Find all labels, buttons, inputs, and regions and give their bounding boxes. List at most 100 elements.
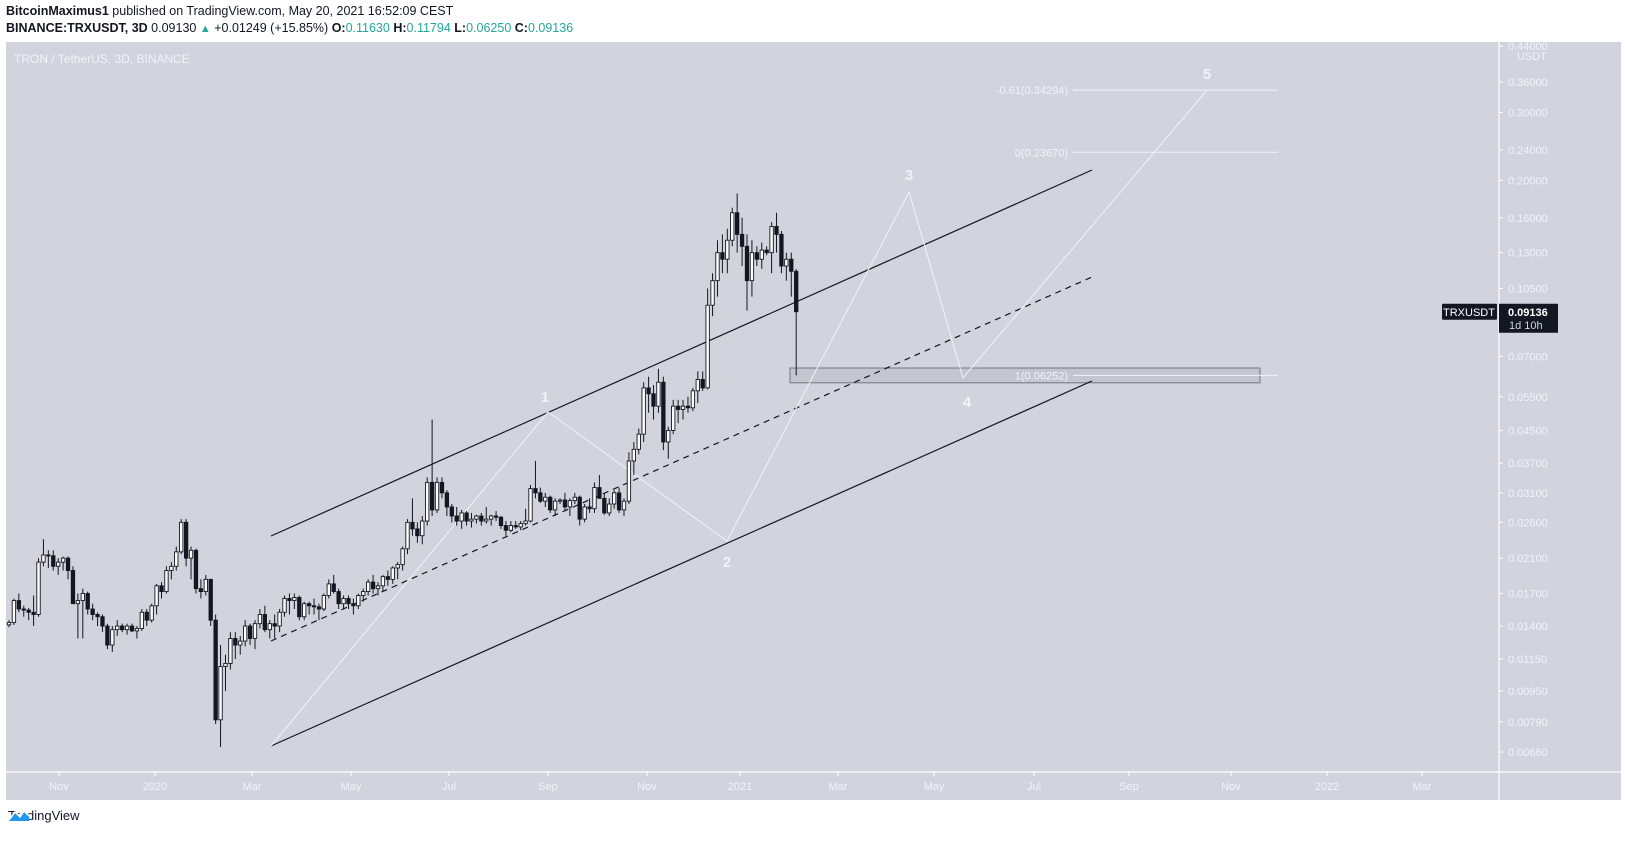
price-tick-label: 0.16000 <box>1508 213 1548 225</box>
author-name[interactable]: BitcoinMaximus1 <box>6 4 109 18</box>
time-tick-label: Nov <box>637 781 657 793</box>
candle-down <box>548 496 553 511</box>
fib-level-label: 0(0.23670) <box>1015 147 1068 159</box>
candle-up <box>110 629 115 646</box>
candle-up <box>292 597 297 602</box>
chart-title: TRON / TetherUS, 3D, BINANCE <box>14 52 190 66</box>
candle-down <box>794 270 799 313</box>
candle-up <box>425 481 430 522</box>
candle-up <box>277 611 282 627</box>
candle-up <box>759 249 764 260</box>
candle-down <box>346 598 351 605</box>
time-tick-label: Jul <box>1027 781 1041 793</box>
price-tick-label: 0.30000 <box>1508 108 1548 120</box>
up-triangle-icon: ▲ <box>199 23 211 35</box>
price-tick-label: 0.02100 <box>1508 553 1548 565</box>
high-label: H: <box>393 21 407 35</box>
candle-down <box>316 606 322 610</box>
candle-up <box>257 614 263 625</box>
high-value: 0.11794 <box>406 21 451 35</box>
candlestick-chart[interactable]: 0.44000 0.36000 0.30000 0.24000 0.20000 0.160… <box>6 42 1621 800</box>
channel-upper-line[interactable] <box>270 169 1093 537</box>
symbol-tag-label: TRXUSDT <box>1443 307 1495 319</box>
candle-down <box>754 252 759 260</box>
candle-up <box>592 487 597 510</box>
candle-down <box>562 499 568 508</box>
candle-up <box>730 212 735 241</box>
price-tick-label: 0.00790 <box>1508 717 1548 729</box>
candle-up <box>267 623 272 631</box>
candle-up <box>749 252 755 282</box>
price-tick-label: 0.03700 <box>1508 458 1548 470</box>
last-price-tag <box>1499 303 1558 333</box>
price-tick-label: 0.10500 <box>1508 283 1548 295</box>
candle-down <box>262 614 267 631</box>
wave-label-1: 1 <box>541 389 549 406</box>
candle-down <box>233 638 238 646</box>
candle-down <box>385 576 390 580</box>
elliott-wave-path[interactable] <box>270 89 1208 747</box>
candle-up <box>375 585 381 590</box>
candle-up <box>582 506 587 520</box>
candle-down <box>213 619 218 721</box>
candle-up <box>361 591 366 596</box>
price-tick-label: 0.03100 <box>1508 488 1548 500</box>
candle-down <box>351 603 356 607</box>
candle-down <box>493 515 499 518</box>
currency-label: USDT <box>1517 51 1547 63</box>
candle-up <box>695 378 700 392</box>
candle-up <box>228 638 233 664</box>
candle-down <box>85 593 90 610</box>
low-label: L: <box>454 21 467 35</box>
candle-up <box>179 521 184 553</box>
fib-level-label: -0.61(0.34294) <box>996 85 1068 97</box>
channel-middle-line[interactable] <box>270 276 1093 642</box>
candle-down <box>597 487 602 499</box>
candle-down <box>410 521 415 530</box>
candle-up <box>56 561 61 567</box>
candle-up <box>769 226 774 254</box>
candle-down <box>616 492 622 511</box>
candle-up <box>124 625 130 631</box>
candle-down <box>646 387 651 395</box>
candle-up <box>134 628 140 632</box>
time-tick-label: May <box>924 781 945 793</box>
candle-up <box>223 662 228 667</box>
candle-up <box>641 387 646 435</box>
candle-down <box>577 496 582 520</box>
candle-down <box>90 608 95 615</box>
wave-label-4: 4 <box>963 394 972 411</box>
chart-area[interactable]: 0.44000 0.36000 0.30000 0.24000 0.20000 0.160… <box>6 42 1621 800</box>
candle-down <box>198 588 204 593</box>
price-tick-label: 0.13000 <box>1508 248 1548 260</box>
candle-down <box>70 570 76 605</box>
candle-up <box>218 666 223 721</box>
candle-down <box>439 481 445 494</box>
price-tick-label: 0.05500 <box>1508 392 1548 404</box>
open-label: O: <box>331 21 346 35</box>
candle-down <box>16 600 21 610</box>
price-tick-label: 0.00660 <box>1508 747 1548 759</box>
candle-up <box>784 258 789 267</box>
candle-up <box>302 603 307 618</box>
bar-countdown-label: 1d 10h <box>1509 320 1543 332</box>
close-value: 0.09136 <box>527 21 574 35</box>
candle-up <box>434 481 440 511</box>
candle-down <box>764 249 769 254</box>
candle-down <box>661 381 666 443</box>
candle-up <box>459 512 464 522</box>
candle-down <box>533 488 538 494</box>
channel-lower-line[interactable] <box>270 380 1093 747</box>
candle-up <box>543 496 548 502</box>
candle-up <box>203 578 208 593</box>
candle-up <box>75 600 81 605</box>
candle-up <box>705 304 710 389</box>
candle-up <box>380 576 386 587</box>
price-tick-label: 0.00950 <box>1508 686 1548 698</box>
candle-down <box>247 625 253 639</box>
open-value: 0.11630 <box>345 21 390 35</box>
candle-up <box>243 625 248 642</box>
candle-down <box>306 603 312 607</box>
candle-down <box>513 525 518 528</box>
candle-down <box>779 233 784 267</box>
